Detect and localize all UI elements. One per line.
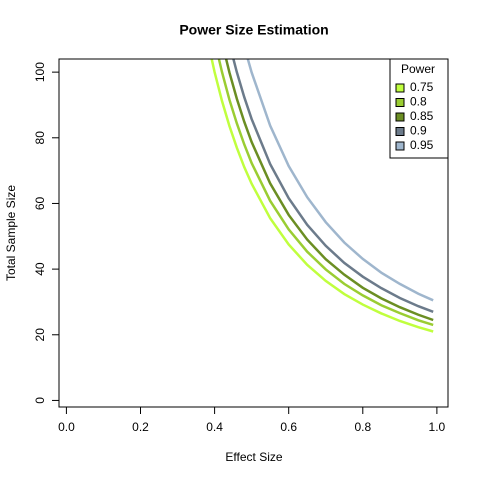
x-tick-label: 0.4 [206, 420, 223, 434]
legend-label: 0.85 [410, 109, 434, 123]
legend-box [389, 58, 449, 159]
legend-label: 0.9 [410, 124, 427, 138]
y-tick-label: 40 [33, 262, 47, 276]
legend-swatch [395, 83, 405, 93]
legend-label: 0.95 [410, 138, 434, 152]
y-tick-label: 20 [33, 328, 47, 342]
plot-frame [58, 58, 449, 408]
plot-lines [210, 59, 434, 333]
x-tick-label: 1.0 [429, 420, 446, 434]
series-line [232, 59, 434, 313]
legend-label: 0.8 [410, 95, 427, 109]
y-axis-label: Total Sample Size [4, 185, 18, 281]
y-tick-label: 60 [33, 196, 47, 210]
series-line [246, 59, 434, 302]
x-tick-label: 0.6 [280, 420, 297, 434]
x-tick-label: 0.0 [58, 420, 75, 434]
legend-swatch [395, 127, 405, 136]
series-line [217, 59, 434, 327]
x-tick-label: 0.8 [354, 420, 371, 434]
series-line [224, 59, 434, 322]
series-line [210, 59, 434, 333]
legend-swatch [395, 141, 405, 151]
y-tick-label: 100 [33, 62, 47, 82]
legend-swatch [395, 98, 405, 107]
legend-swatch [395, 112, 405, 122]
x-tick-label: 0.2 [132, 420, 149, 434]
y-tick-label: 80 [33, 131, 47, 145]
legend-title: Power [401, 62, 435, 76]
y-tick-label: 0 [33, 397, 47, 404]
x-axis-label: Effect Size [225, 450, 282, 464]
chart-title: Power Size Estimation [179, 22, 328, 38]
legend-label: 0.75 [410, 80, 434, 94]
